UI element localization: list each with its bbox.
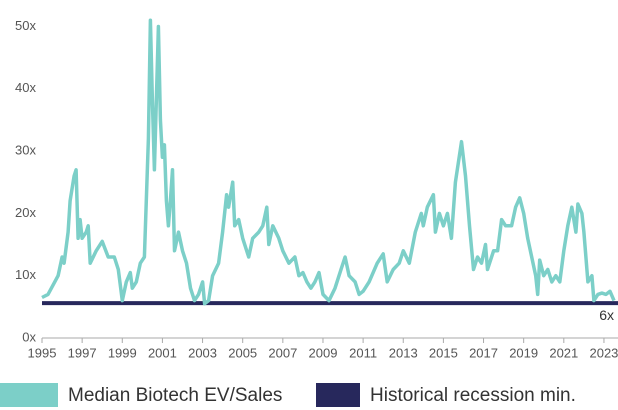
legend-label: Median Biotech EV/Sales	[68, 385, 282, 406]
y-tick-label: 30x	[15, 143, 36, 158]
recession-label: 6x	[599, 307, 614, 323]
y-tick-label: 20x	[15, 205, 36, 220]
x-tick-label: 2015	[429, 345, 458, 360]
x-tick-label: 2009	[309, 345, 338, 360]
x-tick-label: 1999	[108, 345, 137, 360]
x-tick-label: 2005	[228, 345, 257, 360]
y-tick-label: 10x	[15, 267, 36, 282]
x-tick-label: 2021	[549, 345, 578, 360]
x-tick-label: 1997	[68, 345, 97, 360]
x-tick-label: 2001	[148, 345, 177, 360]
x-tick-label: 1995	[28, 345, 57, 360]
x-tick-label: 2017	[469, 345, 498, 360]
y-tick-label: 0x	[22, 329, 36, 344]
x-tick-label: 2023	[589, 345, 618, 360]
x-tick-label: 2011	[349, 345, 377, 360]
x-tick-label: 2013	[389, 345, 418, 360]
x-tick-label: 2007	[268, 345, 297, 360]
data-line	[41, 18, 616, 306]
x-tick-label: 2019	[509, 345, 538, 360]
x-tick-label: 2003	[188, 345, 217, 360]
legend-label: Historical recession min.	[370, 385, 576, 406]
y-tick-label: 50x	[15, 18, 36, 33]
legend-swatch	[0, 383, 58, 407]
y-tick-label: 40x	[15, 80, 36, 95]
legend-swatch	[316, 383, 360, 407]
